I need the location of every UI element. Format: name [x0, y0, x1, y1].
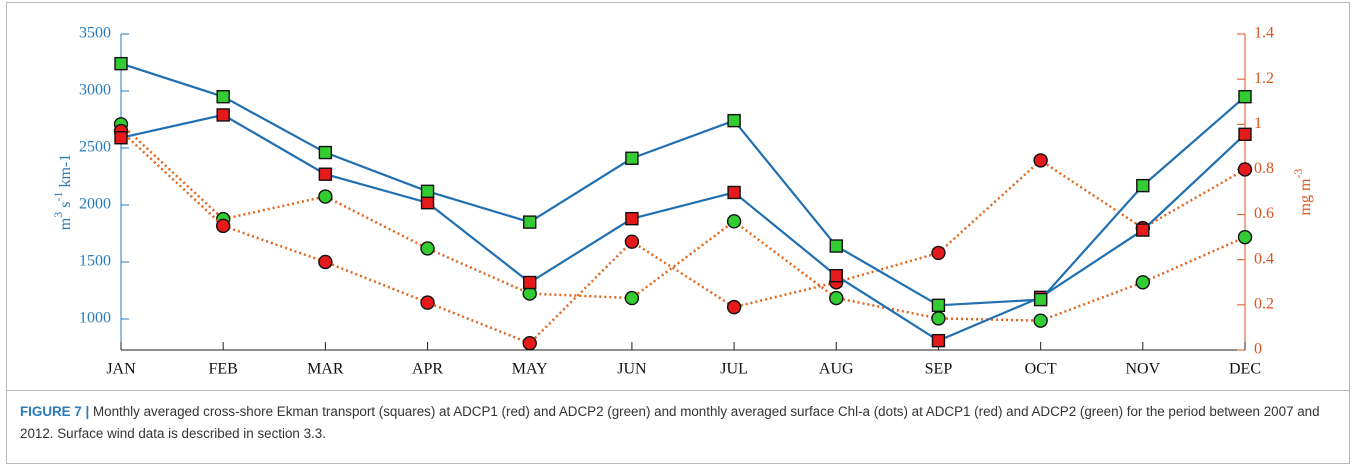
circle-marker	[829, 290, 844, 306]
square-marker	[829, 268, 843, 283]
square-marker	[931, 333, 946, 348]
chart: 1000 1500 2000 2500 3000 3500 0 0.2 0.4 0.6 0.8 1 1.…	[51, 25, 1314, 378]
circle-marker	[624, 234, 640, 249]
square-marker	[1238, 89, 1252, 104]
y2-tick-label: 0	[1254, 341, 1262, 358]
square-marker	[216, 89, 230, 104]
square-marker	[625, 151, 639, 165]
x-tick-label: APR	[412, 361, 443, 378]
y-tick-label: 1000	[79, 310, 111, 327]
caption-text: Monthly averaged cross-shore Ekman trans…	[20, 404, 1320, 441]
series-line	[120, 62, 1246, 307]
y2-tick-label: 1.2	[1254, 70, 1274, 87]
square-marker	[420, 196, 435, 210]
square-marker	[523, 215, 537, 229]
square-marker	[625, 211, 639, 226]
circle-marker	[624, 290, 640, 306]
circle-marker	[726, 214, 742, 229]
y-axis-title: m3 s-1 km-1	[51, 154, 74, 230]
square-marker	[318, 145, 333, 160]
circle-marker	[1033, 313, 1048, 328]
circle-marker	[1135, 275, 1151, 290]
square-marker	[727, 113, 741, 128]
caption-label: FIGURE 7 |	[20, 404, 90, 419]
series-line	[120, 123, 1246, 322]
y2-axis-title-part: mg m	[1297, 178, 1314, 215]
square-marker	[114, 56, 128, 71]
square-marker	[420, 184, 435, 199]
square-marker	[931, 298, 946, 313]
square-marker	[1136, 178, 1150, 193]
x-tick-label: SEP	[925, 361, 953, 378]
x-tick-label: NOV	[1125, 361, 1160, 378]
x-tick-label: MAR	[307, 361, 344, 378]
y2-axis-title: mg m-3	[1291, 169, 1314, 216]
x-tick-label: OCT	[1025, 361, 1057, 378]
y2-tick-label: 0.6	[1254, 205, 1274, 222]
y-tick-label: 2000	[79, 196, 111, 213]
circle-marker	[215, 218, 231, 234]
y2-tick-label: 1.4	[1254, 25, 1274, 42]
caption: FIGURE 7 | Monthly averaged cross-shore …	[20, 401, 1340, 445]
square-marker	[523, 275, 537, 290]
caption-rule	[6, 390, 1350, 391]
circle-marker	[522, 336, 537, 351]
y2-tick-label: 0.4	[1254, 250, 1274, 267]
y-axis-title-part: m	[57, 217, 74, 230]
x-tick-label: JUN	[617, 361, 647, 378]
square-marker	[114, 131, 128, 145]
y2-tick-label: 0.8	[1254, 160, 1274, 177]
y-axis-title-part: s	[57, 202, 74, 212]
y-tick-label: 2500	[79, 139, 111, 156]
y2-tick-label: 1	[1254, 115, 1262, 132]
square-marker	[216, 108, 230, 122]
square-marker	[318, 167, 333, 181]
circle-marker	[931, 311, 946, 326]
circle-marker	[420, 295, 435, 310]
y2-tick-label: 0.2	[1254, 296, 1274, 313]
square-marker	[1238, 127, 1252, 142]
y2-axis-title-part: -3	[1291, 169, 1305, 179]
y-axis-title-part: km-1	[57, 154, 74, 192]
y-axis-title-part: 3	[51, 212, 65, 218]
circle-marker	[1237, 162, 1253, 177]
circle-marker	[420, 241, 435, 256]
square-marker	[727, 185, 741, 200]
circle-marker	[318, 189, 333, 204]
x-tick-label: DEC	[1229, 361, 1261, 378]
x-tick-label: JAN	[106, 361, 136, 378]
series-line	[120, 113, 1246, 342]
series-line	[120, 130, 1246, 345]
circle-marker	[931, 245, 946, 261]
y-tick-label: 3000	[79, 82, 111, 99]
y-axis-title-part: -1	[51, 192, 65, 202]
figure-frame	[6, 2, 1350, 464]
y-tick-label: 1500	[79, 253, 111, 270]
x-tick-label: JUL	[720, 361, 748, 378]
x-tick-label: FEB	[209, 361, 238, 378]
square-marker	[1136, 223, 1150, 237]
x-tick-label: AUG	[819, 361, 854, 378]
square-marker	[829, 239, 843, 253]
x-tick-label: MAY	[512, 361, 548, 378]
square-marker	[1033, 292, 1048, 307]
circle-marker	[1237, 229, 1253, 245]
circle-marker	[726, 299, 742, 315]
circle-marker	[1033, 153, 1048, 168]
circle-marker	[318, 254, 333, 270]
y-tick-label: 3500	[79, 25, 111, 42]
